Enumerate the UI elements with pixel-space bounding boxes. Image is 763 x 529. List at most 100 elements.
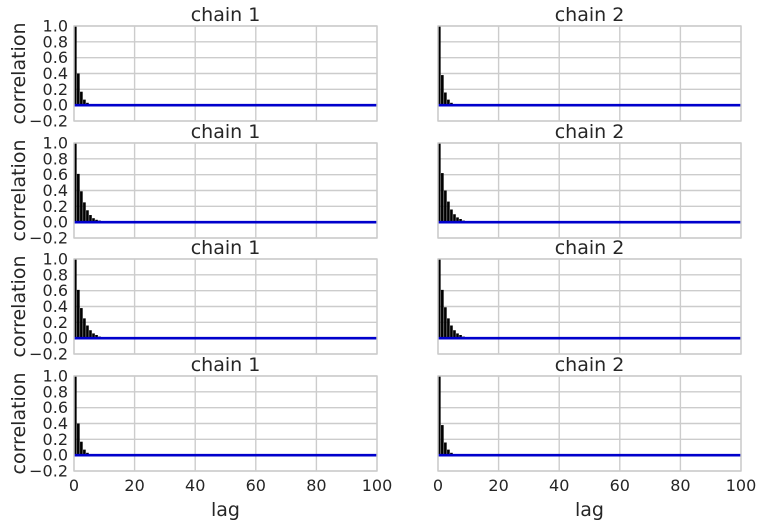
acf-bar-lag-1: [441, 425, 444, 456]
y-tick-label: 0.0: [43, 213, 68, 232]
x-tick-label: 100: [726, 476, 757, 495]
acf-bar-lag-3: [447, 201, 450, 223]
acf-bar-lag-3: [447, 99, 450, 106]
acf-bar-lag-5: [453, 214, 456, 223]
y-tick-label: 1.0: [43, 367, 68, 386]
axes-frame: [437, 375, 742, 472]
y-tick-label: −0.2: [29, 462, 68, 481]
y-tick-label: 0.6: [43, 165, 68, 184]
acf-bar-lag-0: [74, 26, 77, 106]
y-tick-label: 0.6: [43, 281, 68, 300]
acf-bar-lag-4: [450, 209, 453, 223]
acf-bar-lag-3: [447, 318, 450, 339]
panel-r1-chain1: chain 1 −0.20.00.20.40.60.81.0 correlation: [8, 4, 378, 131]
y-axis-label: correlation: [8, 256, 30, 358]
x-tick-label: 80: [306, 476, 326, 495]
acf-bar-lag-7: [459, 219, 462, 223]
x-tick-label: 0: [69, 476, 79, 495]
acf-bar-lag-5: [89, 215, 92, 223]
y-tick-label: 0.4: [43, 414, 68, 433]
y-tick-label: 1.0: [43, 134, 68, 153]
x-tick-label: 60: [246, 476, 266, 495]
y-tick-label: 1.0: [43, 250, 68, 269]
acf-bar-lag-2: [444, 190, 447, 223]
acf-bar-lag-1: [77, 173, 80, 223]
y-tick-label: 0.2: [43, 80, 68, 99]
x-tick-label: 100: [362, 476, 393, 495]
y-tick-label: 0.6: [43, 398, 68, 417]
acf-bar-lag-4: [86, 325, 89, 339]
y-tick-label: 0.0: [43, 329, 68, 348]
panel-r4-chain2: chain 2 0 20 40 60 80 100 lag: [433, 354, 756, 521]
y-tick-label: 0.0: [43, 96, 68, 115]
axes-frame: [437, 142, 742, 239]
y-axis-label: correlation: [8, 373, 30, 475]
x-tick-label: 60: [610, 476, 630, 495]
panel-title: chain 2: [555, 237, 625, 259]
panel-r3-chain1: chain 1 −0.20.00.20.40.60.81.0 correlation: [8, 237, 378, 364]
panel-title: chain 1: [191, 4, 261, 26]
acf-bar-lag-1: [441, 173, 444, 223]
acf-bar-lag-5: [89, 330, 92, 339]
x-tick-label: 20: [124, 476, 144, 495]
axes-frame: [73, 25, 378, 122]
y-tick-label: 0.4: [43, 297, 68, 316]
panel-r3-chain2: chain 2: [437, 237, 742, 355]
acf-bar-lag-1: [441, 289, 444, 339]
acf-bar-lag-1: [77, 289, 80, 339]
y-tick-label: 0.4: [43, 181, 68, 200]
acf-bar-lag-6: [92, 333, 95, 339]
acf-bar-lag-3: [83, 202, 86, 223]
y-tick-label: 0.2: [43, 313, 68, 332]
y-axis-label: correlation: [8, 140, 30, 242]
acf-bar-lag-4: [86, 210, 89, 223]
x-axis-label: lag: [575, 499, 604, 521]
y-tick-label: −0.2: [29, 112, 68, 131]
acf-bar-lag-7: [95, 335, 98, 339]
panel-r2-chain1: chain 1 −0.20.00.20.40.60.81.0 correlation: [8, 121, 378, 248]
axes-frame: [73, 258, 378, 355]
y-axis-label: correlation: [8, 23, 30, 125]
y-tick-label: 0.0: [43, 446, 68, 465]
acf-bar-lag-3: [83, 449, 86, 456]
y-tick-label: 0.6: [43, 48, 68, 67]
acf-bar-lag-2: [80, 191, 83, 223]
acf-bar-lag-0: [438, 26, 441, 106]
axes-frame: [437, 258, 742, 355]
acf-bar-lag-2: [444, 442, 447, 456]
x-tick-label: 40: [185, 476, 205, 495]
acf-bar-lag-0: [438, 376, 441, 456]
acf-bar-lag-0: [74, 376, 77, 456]
y-tick-label: −0.2: [29, 345, 68, 364]
acf-bar-lag-6: [456, 217, 459, 223]
y-tick-label: 0.4: [43, 64, 68, 83]
y-tick-label: 1.0: [43, 17, 68, 36]
acf-bar-lag-2: [444, 92, 447, 106]
x-tick-label: 0: [433, 476, 443, 495]
acf-bar-lag-1: [77, 73, 80, 106]
acf-bar-lag-4: [450, 325, 453, 339]
x-axis-label: lag: [211, 499, 240, 521]
panel-title: chain 2: [555, 121, 625, 143]
acf-bar-lag-3: [83, 318, 86, 339]
acf-bar-lag-0: [74, 143, 77, 223]
acf-bar-lag-7: [459, 335, 462, 339]
acf-bar-lag-2: [444, 307, 447, 339]
axes-frame: [437, 25, 742, 122]
panel-r2-chain2: chain 2: [437, 121, 742, 239]
panel-title: chain 1: [191, 237, 261, 259]
axes-frame: [73, 375, 378, 472]
x-tick-label: 40: [549, 476, 569, 495]
acf-bar-lag-0: [438, 143, 441, 223]
x-tick-label: 80: [670, 476, 690, 495]
acf-bar-lag-0: [438, 259, 441, 339]
acf-bar-lag-1: [77, 423, 80, 456]
acf-bar-lag-5: [453, 330, 456, 339]
y-tick-label: −0.2: [29, 229, 68, 248]
acf-bar-lag-3: [447, 449, 450, 456]
panel-title: chain 1: [191, 354, 261, 376]
panel-title: chain 1: [191, 121, 261, 143]
y-tick-label: 0.2: [43, 197, 68, 216]
panel-r4-chain1: chain 1 −0.20.00.20.40.60.81.0 correlation…: [8, 354, 392, 521]
